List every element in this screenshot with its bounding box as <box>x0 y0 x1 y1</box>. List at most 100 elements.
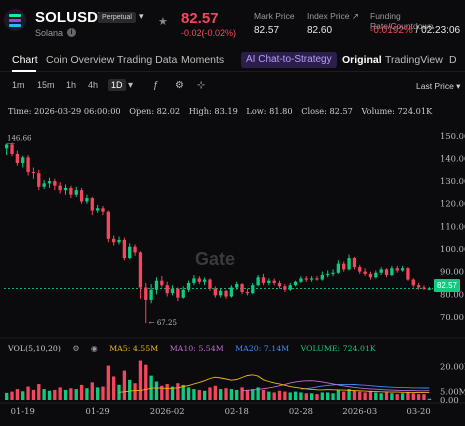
x-tick-label: 01-19 <box>11 406 35 416</box>
ohlc-close: Close: 82.57 <box>301 106 353 116</box>
tab-tradingview[interactable]: TradingView <box>385 54 443 66</box>
eye-icon: ◉ <box>90 344 98 353</box>
volume-bar <box>101 386 105 400</box>
volume-bar <box>309 393 314 400</box>
info-icon[interactable]: i <box>67 28 76 37</box>
timeframe-1h[interactable]: 1h <box>66 80 77 90</box>
volume-bar <box>224 388 228 400</box>
volume-bar <box>416 394 421 400</box>
volume-bar <box>47 390 52 400</box>
candle-body <box>128 246 132 259</box>
tab-depth[interactable]: D <box>449 54 457 66</box>
volume-bar <box>197 389 201 400</box>
tab-moments[interactable]: Moments <box>181 54 225 66</box>
candle-body <box>149 289 153 300</box>
timeframe-1m[interactable]: 1m <box>12 80 25 90</box>
ai-chat-to-strategy-button[interactable]: AI Chat-to-Strategy <box>241 52 337 68</box>
volume-bar <box>299 392 303 400</box>
candle-body <box>31 172 36 174</box>
volume-bar <box>320 392 324 400</box>
candle-body <box>320 275 324 280</box>
favorite-star-icon[interactable]: ★ <box>158 16 168 28</box>
volume-bar <box>74 389 78 400</box>
symbol-title[interactable]: SOLUSDT <box>35 9 108 26</box>
candle-body <box>47 181 52 184</box>
chevron-down-icon: ▾ <box>456 81 461 91</box>
tab-trading-data[interactable]: Trading Data <box>117 54 178 66</box>
tab-chart[interactable]: Chart <box>12 54 38 66</box>
vol-tick-label: 0.00 <box>440 395 459 405</box>
candle-body <box>390 268 394 276</box>
volume-bar <box>293 391 298 400</box>
ma5-line <box>118 374 430 393</box>
volume-bar <box>69 388 73 400</box>
candle-body <box>374 272 378 278</box>
funding-rate-value: -0.0192% / 02:23:06 <box>370 25 461 36</box>
volume-bar <box>122 370 127 400</box>
chevron-down-icon[interactable]: ▾ <box>128 80 134 91</box>
timeframe-15m[interactable]: 15m <box>37 80 55 90</box>
volume-bar <box>368 390 373 400</box>
volume-bar <box>95 387 100 400</box>
settings-icon[interactable]: ⚙ <box>175 80 184 91</box>
volume-bar <box>90 382 94 400</box>
mark-price-label[interactable]: Mark Price <box>254 11 295 21</box>
volume-bar <box>10 391 14 400</box>
ohlc-high: High: 83.19 <box>188 106 238 116</box>
timeframe-toolbar: 1m 15m 1h 4h 1D ▾ ƒ ⚙ ⊹ Last Price ▾ <box>0 76 465 96</box>
candle-body <box>336 263 341 273</box>
candle-body <box>261 277 266 283</box>
volume-bar <box>342 391 346 400</box>
candle-body <box>37 173 41 187</box>
timeframe-1d[interactable]: 1D <box>108 79 126 91</box>
candle-body <box>144 287 148 300</box>
crosshair-icon[interactable]: ⊹ <box>197 80 206 91</box>
index-price-label[interactable]: Index Price ↗ <box>307 11 360 21</box>
y-tick-label: 80.00 <box>440 289 464 299</box>
chevron-down-icon[interactable]: ▾ <box>139 11 144 21</box>
volume-bar <box>315 394 319 400</box>
volume-bar <box>400 393 405 400</box>
candle-body <box>74 190 78 195</box>
volume-bar <box>240 387 244 400</box>
volume-bar <box>272 392 276 400</box>
candle-body <box>192 278 196 283</box>
candle-body <box>283 286 287 290</box>
vol-label: VOL(5,10,20) <box>8 344 61 353</box>
candle-body <box>384 269 389 276</box>
candle-body <box>202 279 207 282</box>
volume-bar <box>170 386 175 400</box>
tab-original[interactable]: Original <box>342 54 382 66</box>
volume-bar <box>251 389 255 400</box>
volume-bar <box>336 389 341 400</box>
volume-bar <box>422 394 426 400</box>
volume-bar <box>363 392 367 400</box>
volume-bar <box>256 387 260 400</box>
volume-bar <box>374 392 378 400</box>
candle-body <box>224 290 228 297</box>
candle-body <box>304 278 308 280</box>
indicator-icon[interactable]: ƒ <box>153 80 159 91</box>
mark-price-value: 82.57 <box>254 25 280 36</box>
candle-body <box>219 290 223 296</box>
funding-rate-label[interactable]: Funding Rate/Countdown <box>370 11 434 31</box>
volume-bar <box>21 391 25 400</box>
candle-body <box>358 267 362 272</box>
tab-coin-overview[interactable]: Coin Overview <box>46 54 115 66</box>
watermark: Gate <box>195 249 235 269</box>
volume-bar <box>358 391 362 400</box>
last-price-dropdown[interactable]: Last Price ▾ <box>416 81 461 91</box>
volume-bar <box>229 389 234 400</box>
candle-body <box>427 288 431 290</box>
candle-body <box>315 278 319 280</box>
volume-bar <box>331 393 335 400</box>
candle-body <box>165 285 169 294</box>
y-tick-label: 120.00 <box>440 199 465 209</box>
candle-body <box>85 198 89 202</box>
x-tick-label: 02-28 <box>289 406 313 416</box>
volume-bar <box>261 389 266 400</box>
timeframe-4h[interactable]: 4h <box>88 80 99 90</box>
low-marker-label: ← 67.25 <box>149 319 177 327</box>
volume-bar <box>245 389 250 400</box>
